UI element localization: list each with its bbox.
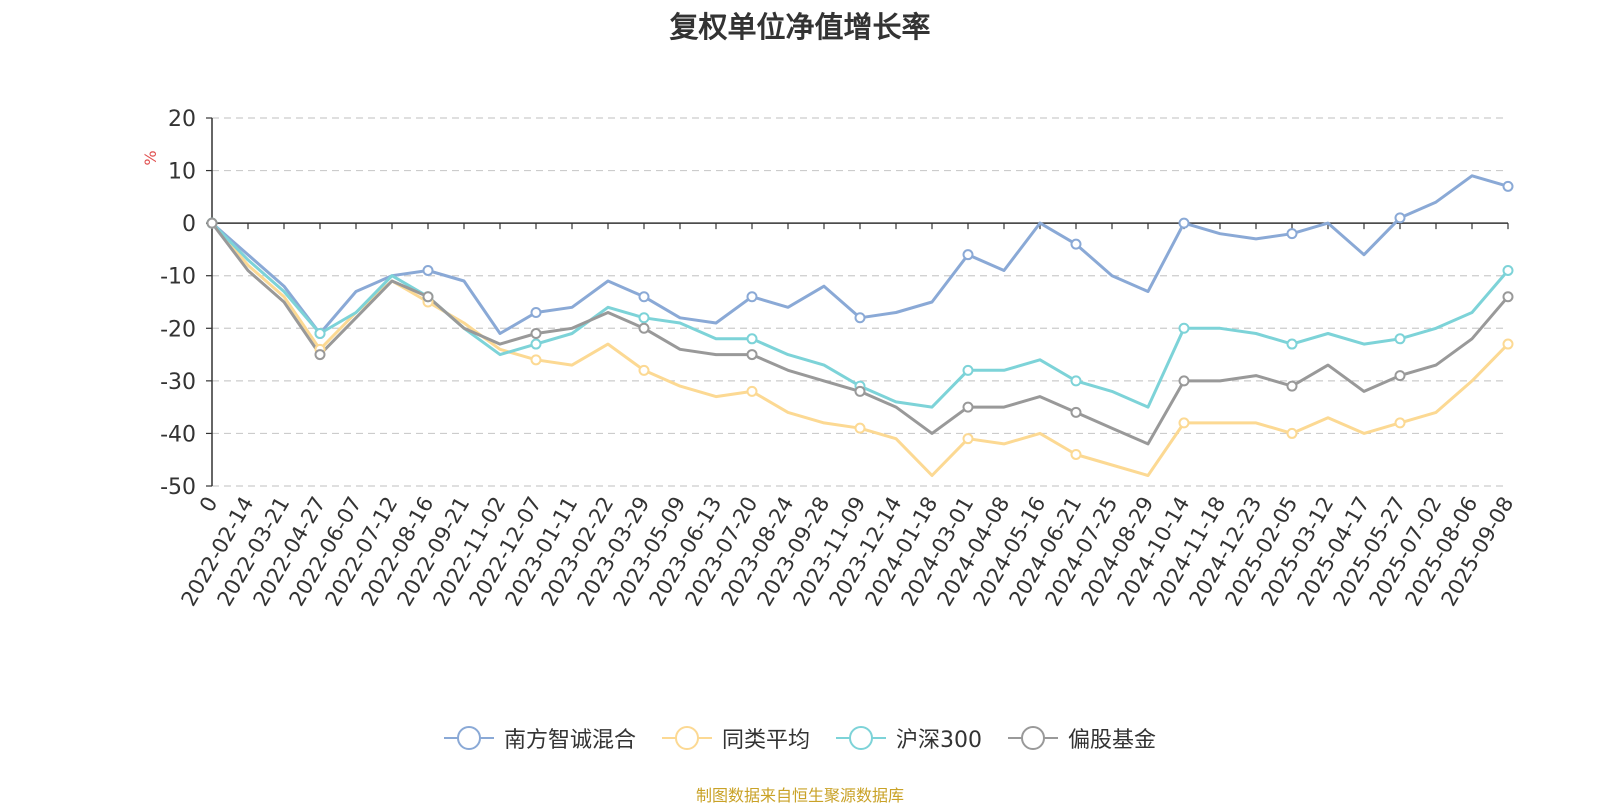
chart-title: 复权单位净值增长率 [669,10,931,44]
y-tick-label-0: 20 [168,107,196,132]
point-s0-18 [854,312,866,324]
point-s0-12 [638,291,650,303]
legend-item-3[interactable]: 偏股基金 [1008,722,1156,754]
point-s0-9 [530,307,542,319]
y-tick-label-3: -10 [160,265,196,290]
point-s2-3 [314,328,326,340]
point-s1-33 [1394,417,1406,429]
point-s2-9 [530,338,542,350]
y-axis-label: % [141,150,160,165]
point-s3-12 [638,322,650,334]
series-line-1 [210,222,1510,477]
point-s0-21 [962,249,974,261]
point-s2-36 [1502,264,1514,276]
legend-label: 沪深300 [896,728,982,753]
point-s2-24 [1070,375,1082,387]
point-s3-18 [854,385,866,397]
data-source-note: 制图数据来自恒生聚源数据库 [695,786,904,805]
point-s2-12 [638,312,650,324]
legend-line-circle-icon [661,726,712,750]
y-tick-label-6: -40 [160,422,196,447]
legend-item-2[interactable]: 沪深300 [836,722,982,754]
point-s3-9 [530,328,542,340]
point-s2-33 [1394,333,1406,345]
point-s3-24 [1070,406,1082,418]
point-s3-36 [1502,291,1514,303]
point-s0-6 [422,264,434,276]
point-s1-15 [746,385,758,397]
point-s3-15 [746,349,758,361]
point-s1-18 [854,422,866,434]
point-s3-0 [206,217,218,229]
series-markers [206,180,1514,460]
point-s2-21 [962,364,974,376]
legend-item-0[interactable]: 南方智诚混合 [443,722,636,754]
point-s0-15 [746,291,758,303]
point-s0-30 [1286,228,1298,240]
y-tick-label-1: 10 [168,160,196,185]
legend: 南方智诚混合 同类平均 沪深300 偏股基金 [0,722,1600,754]
point-s1-12 [638,364,650,376]
point-s1-30 [1286,427,1298,439]
legend-line-circle-icon [836,726,886,750]
point-s3-33 [1394,370,1406,382]
point-s3-3 [314,349,326,361]
point-s1-36 [1502,338,1514,350]
y-tick-label-2: 0 [182,212,196,237]
point-s2-27 [1178,322,1190,334]
y-tick-label-7: -50 [160,475,196,500]
point-s2-30 [1286,338,1298,350]
legend-line-circle-icon [1008,726,1058,750]
point-s3-6 [422,291,434,303]
legend-label: 偏股基金 [1068,728,1157,753]
point-s2-15 [746,333,758,345]
point-s1-27 [1178,417,1190,429]
series-line-0 [211,174,1509,335]
y-tick-label-4: -20 [160,317,196,342]
point-s3-30 [1286,380,1298,392]
legend-label: 南方智诚混合 [503,728,636,753]
point-s3-27 [1178,375,1190,387]
point-s3-21 [962,401,974,413]
legend-label: 同类平均 [721,728,810,753]
tick-labels: 20100-10-20-30-40-50%02022-02-142022-03-… [141,107,1518,610]
point-s0-27 [1178,217,1190,229]
point-s1-9 [530,354,542,366]
point-s1-24 [1070,448,1082,460]
point-s1-21 [962,433,974,445]
legend-item-1[interactable]: 同类平均 [661,722,810,754]
legend-line-circle-icon [443,726,494,750]
series-line-3 [210,222,1510,446]
point-s0-24 [1070,238,1082,250]
x-tick-label-0: 0 [195,493,222,517]
point-s0-33 [1394,212,1406,224]
y-tick-label-5: -30 [160,370,196,395]
point-s0-36 [1502,180,1514,192]
